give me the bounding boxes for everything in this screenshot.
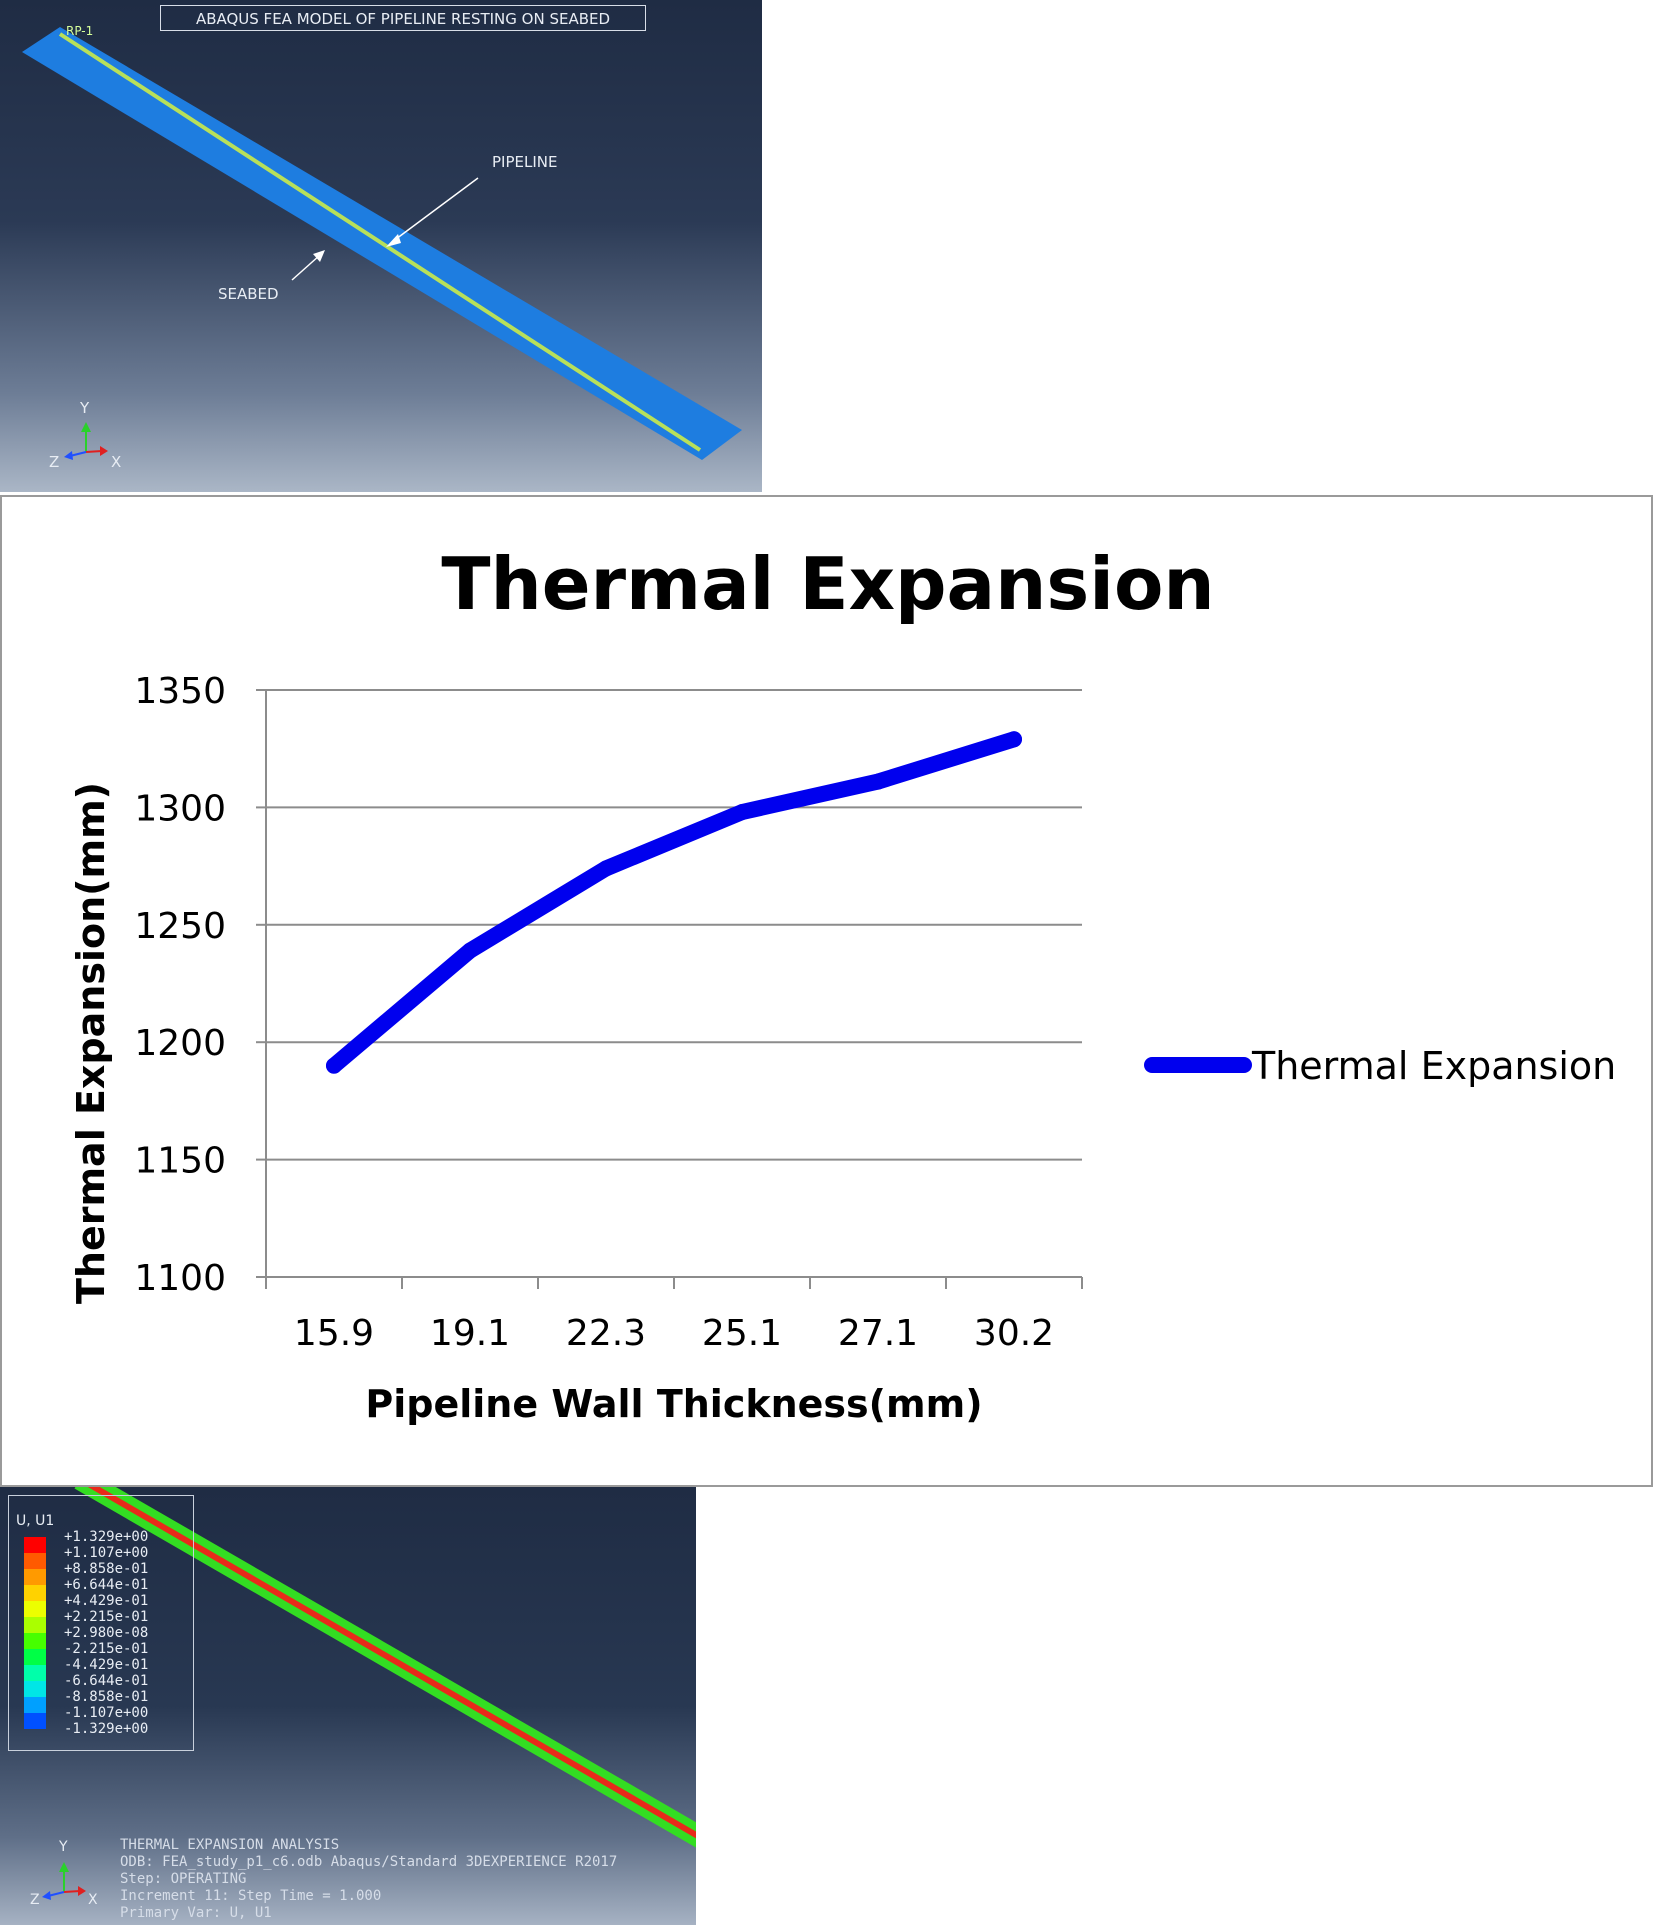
y-tick-label: 1300 <box>134 788 226 829</box>
contour-legend-value: +2.980e-08 <box>64 1625 149 1641</box>
x-axis-title: Pipeline Wall Thickness(mm) <box>365 1382 982 1426</box>
seabed-arrow <box>291 250 325 281</box>
contour-legend-swatch <box>24 1537 46 1553</box>
triad-z-label: Z <box>49 453 60 471</box>
pipeline-contour-core <box>87 1487 696 1839</box>
contour-legend-value: +1.107e+00 <box>64 1545 149 1561</box>
contour-legend-row: -4.429e-01 <box>24 1657 184 1681</box>
contour-legend-box <box>8 1495 194 1751</box>
axes <box>256 689 1083 1289</box>
line-chart: Thermal Expansion 1100 1150 1200 1250 1300 13… <box>69 542 1616 1426</box>
triad-icon <box>42 1862 86 1900</box>
data-point <box>598 860 614 877</box>
contour-legend-value: +6.644e-01 <box>64 1577 149 1593</box>
contour-legend-swatch <box>24 1617 46 1633</box>
y-tick-label: 1250 <box>134 906 226 947</box>
y-axis-title: Thermal Expansion(mm) <box>69 782 113 1304</box>
contour-legend-value: -4.429e-01 <box>64 1657 149 1673</box>
contour-legend-swatch <box>24 1649 46 1665</box>
y-tick-label: 1350 <box>134 671 226 712</box>
x-tick-label: 30.2 <box>974 1313 1054 1354</box>
y-tick-label: 1200 <box>134 1023 226 1064</box>
contour-legend-value: -6.644e-01 <box>64 1673 149 1689</box>
x-tick-label: 19.1 <box>430 1313 510 1354</box>
contour-legend-value: -2.215e-01 <box>64 1641 149 1657</box>
triad-z-label: Z <box>30 1892 40 1908</box>
viewport-title: ABAQUS FEA MODEL OF PIPELINE RESTING ON … <box>160 5 646 31</box>
y-tick-label: 1150 <box>134 1141 226 1182</box>
data-point <box>1006 731 1022 748</box>
data-point <box>462 942 478 959</box>
contour-legend-swatch <box>24 1601 46 1617</box>
seabed-label: SEABED <box>218 285 279 303</box>
x-tick-labels: 15.9 19.1 22.3 25.1 27.1 30.2 <box>294 1313 1054 1354</box>
x-tick-label: 15.9 <box>294 1313 374 1354</box>
step-info: Step: OPERATING <box>120 1871 247 1887</box>
data-point <box>734 804 750 821</box>
contour-legend-value: +1.329e+00 <box>64 1529 149 1545</box>
x-tick-label: 22.3 <box>566 1313 646 1354</box>
contour-legend-title: U, U1 <box>16 1513 55 1529</box>
data-point <box>326 1057 342 1074</box>
series-line <box>326 731 1022 1074</box>
ref-point-label: RP-1 <box>66 24 94 38</box>
fea-result-canvas <box>42 1487 696 1900</box>
legend-label: Thermal Expansion <box>1251 1044 1616 1088</box>
contour-legend-swatch <box>24 1681 46 1697</box>
x-tick-label: 25.1 <box>702 1313 782 1354</box>
contour-legend-row: -1.329e+00 <box>24 1721 184 1737</box>
contour-legend-swatch <box>24 1585 46 1601</box>
series-layer <box>326 731 1022 1074</box>
contour-legend-row: +8.858e-01 <box>24 1561 184 1585</box>
contour-legend-row: +6.644e-01 <box>24 1577 184 1601</box>
triad-y-label: Y <box>80 399 90 417</box>
contour-legend-value: -1.107e+00 <box>64 1705 149 1721</box>
chart-panel: Thermal Expansion 1100 1150 1200 1250 1300 13… <box>0 495 1653 1487</box>
contour-legend-value: +4.429e-01 <box>64 1593 149 1609</box>
data-point <box>870 773 886 790</box>
contour-legend-row: +2.215e-01 <box>24 1609 184 1633</box>
fea-model-canvas <box>22 27 742 460</box>
contour-legend-value: -8.858e-01 <box>64 1689 149 1705</box>
pipeline-line <box>58 32 702 452</box>
contour-legend-value: -1.329e+00 <box>64 1721 149 1737</box>
x-tick-label: 27.1 <box>838 1313 918 1354</box>
contour-legend-row: -6.644e-01 <box>24 1673 184 1697</box>
triad-x-label: X <box>111 453 122 471</box>
contour-legend-value: +8.858e-01 <box>64 1561 149 1577</box>
pipeline-arrow <box>386 177 479 247</box>
contour-legend-swatch <box>24 1697 46 1713</box>
contour-legend-swatch <box>24 1553 46 1569</box>
triad-icon <box>64 422 108 460</box>
odb-info: ODB: FEA_study_p1_c6.odb Abaqus/Standard… <box>120 1854 618 1870</box>
contour-legend-swatch <box>24 1633 46 1649</box>
contour-legend-swatch <box>24 1665 46 1681</box>
increment-info: Increment 11: Step Time = 1.000 <box>120 1888 382 1904</box>
contour-legend-row: +4.429e-01 <box>24 1593 184 1617</box>
y-tick-label: 1100 <box>134 1258 226 1299</box>
pipeline-label: PIPELINE <box>492 153 558 171</box>
triad-x-label: X <box>88 1892 98 1908</box>
contour-legend-row: -2.215e-01 <box>24 1641 184 1665</box>
contour-legend-row: +1.329e+00 <box>24 1529 184 1553</box>
legend: Thermal Expansion <box>1144 1044 1616 1088</box>
contour-legend-swatch <box>24 1713 46 1729</box>
chart-title: Thermal Expansion <box>441 542 1214 626</box>
fea-result-viewport: U, U1 +1.329e+00 +1.107e+00 +8.858e-01 +6.6… <box>0 1487 696 1925</box>
primary-var-info: Primary Var: U, U1 <box>120 1905 272 1921</box>
grid-lines <box>266 689 1082 1161</box>
fea-model-viewport: ABAQUS FEA MODEL OF PIPELINE RESTING ON … <box>0 0 762 492</box>
contour-legend-swatch <box>24 1569 46 1585</box>
contour-legend-row: -1.107e+00 <box>24 1705 184 1729</box>
contour-legend-value: +2.215e-01 <box>64 1609 149 1625</box>
y-tick-labels: 1100 1150 1200 1250 1300 1350 <box>134 671 226 1299</box>
triad-y-label: Y <box>59 1839 68 1855</box>
contour-legend-row: +2.980e-08 <box>24 1625 184 1649</box>
contour-legend-row: -8.858e-01 <box>24 1689 184 1713</box>
contour-legend-row: +1.107e+00 <box>24 1545 184 1569</box>
analysis-title: THERMAL EXPANSION ANALYSIS <box>120 1837 340 1853</box>
